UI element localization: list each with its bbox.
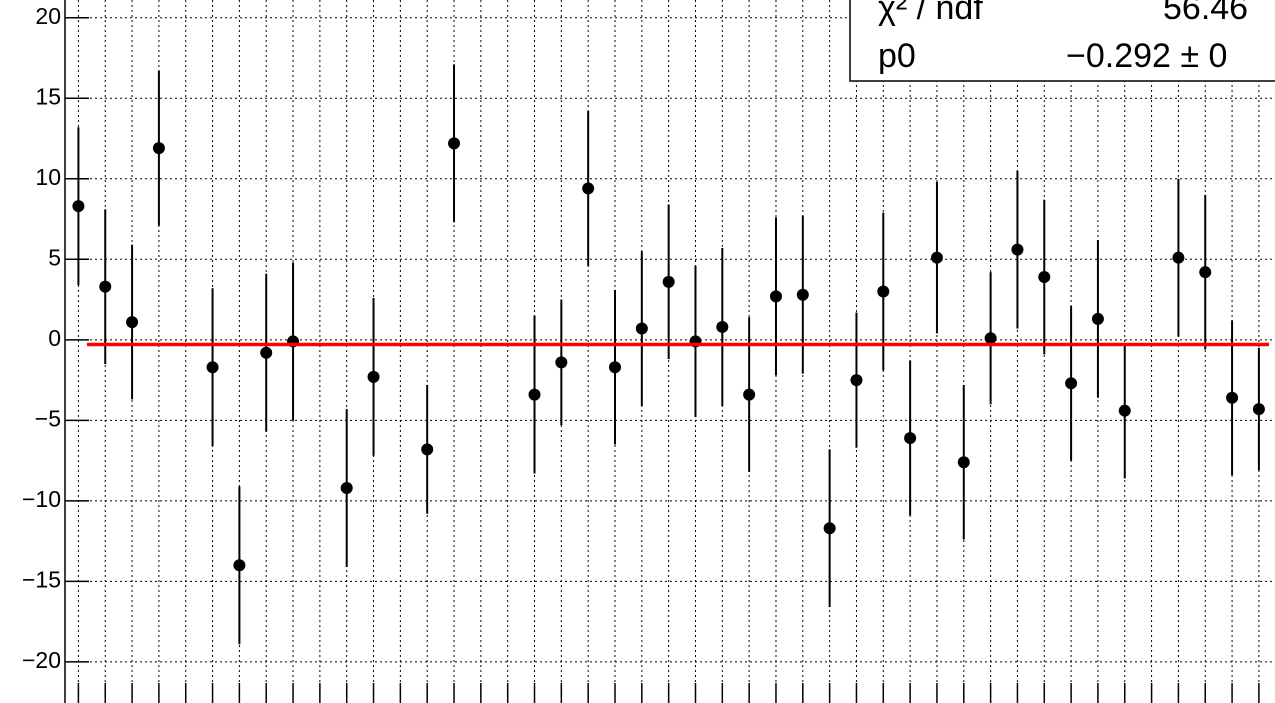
point <box>206 361 219 374</box>
point <box>260 346 273 359</box>
point <box>1172 251 1185 264</box>
y-tick-label: −20 <box>22 647 61 673</box>
y-tick-label: 5 <box>48 244 61 270</box>
point <box>1226 391 1239 404</box>
point <box>635 322 648 335</box>
point <box>850 374 863 387</box>
stats-chi2-value: 56.46 <box>1163 0 1248 27</box>
point <box>1199 266 1212 279</box>
point <box>152 142 165 155</box>
point <box>877 285 890 298</box>
point <box>582 182 595 195</box>
y-tick-label: −5 <box>35 405 61 431</box>
stats-p0-value: −0.292 ± 0 <box>1066 37 1227 75</box>
point <box>528 388 541 401</box>
point <box>448 137 461 150</box>
point <box>555 356 568 369</box>
point <box>1065 377 1078 390</box>
point <box>662 275 675 288</box>
point <box>421 443 434 456</box>
stats-chi2-label: χ² / ndf <box>878 0 983 27</box>
point <box>1011 243 1024 256</box>
point <box>716 320 729 333</box>
point <box>743 388 756 401</box>
point <box>823 522 836 535</box>
stats-box: χ² / ndf 56.46 p0 −0.292 ± 0 <box>849 0 1275 82</box>
point <box>367 370 380 383</box>
y-tick-label: −15 <box>22 566 61 592</box>
point <box>904 432 917 445</box>
y-tick-label: 0 <box>48 325 61 351</box>
y-tick-label: −10 <box>22 486 61 512</box>
point <box>769 290 782 303</box>
point <box>796 288 809 301</box>
marks <box>72 64 1269 645</box>
point <box>99 280 112 293</box>
point <box>233 559 246 572</box>
y-tick-label: 15 <box>35 83 61 109</box>
point <box>930 251 943 264</box>
point <box>340 481 353 494</box>
point <box>72 200 85 213</box>
point <box>957 456 970 469</box>
point <box>984 332 997 345</box>
y-tick-label: 10 <box>35 164 61 190</box>
point <box>126 316 139 329</box>
point <box>1252 403 1265 416</box>
y-tick-label: 20 <box>35 3 61 29</box>
point <box>1038 271 1051 284</box>
stats-frame <box>849 0 1275 82</box>
point <box>609 361 621 374</box>
point <box>1091 312 1104 325</box>
point <box>1118 404 1131 417</box>
stats-p0-label: p0 <box>878 37 916 75</box>
